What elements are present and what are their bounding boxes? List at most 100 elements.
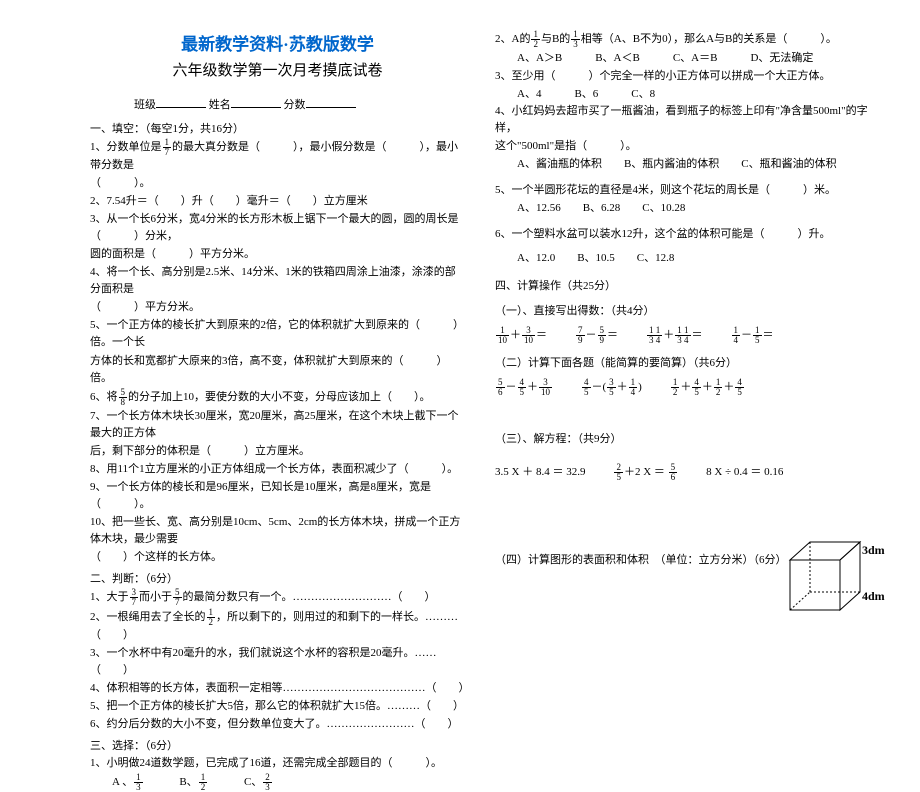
q3-6: 6、一个塑料水盆可以装水12升，这个盆的体积可能是（ ）升。 — [495, 226, 870, 243]
frac-d: 10 — [522, 336, 535, 345]
frac-d: 7 — [130, 598, 139, 607]
q1-3a: 3、从一个长6分米，宽4分米的长方形木板上锯下一个最大的圆，圆的周长是（ ）分米… — [90, 211, 465, 245]
frac-d: 3 — [134, 783, 143, 792]
frac-d: 10 — [539, 388, 552, 397]
frac-2-3a: 23 — [263, 773, 272, 792]
frac-n: 1 — [134, 773, 143, 783]
eq5: 56－45＋310 — [495, 378, 553, 397]
frac-d: 5 — [753, 336, 762, 345]
frac-d: 6 — [496, 388, 505, 397]
q2-2b: ，所以剩下的 — [216, 611, 282, 623]
q2-3: 3、一个水杯中有20毫升的水，我们就说这个水杯的容积是20毫升。……（ ） — [90, 645, 465, 679]
q1-10a: 10、把一些长、宽、高分别是10cm、5cm、2cm的长方体木块，拼成一个正方体… — [90, 514, 465, 548]
q1-3b: 圆的面积是（ ）平方分米。 — [90, 246, 465, 263]
q3-3-options: A、4 B、6 C、8 — [517, 86, 870, 104]
student-info: 班级 姓名 分数 — [90, 96, 465, 112]
blank-class — [156, 96, 206, 108]
frac-d: 2 — [207, 618, 216, 627]
q1-7b: 后，剩下部分的体积是（ ）立方厘米。 — [90, 443, 465, 460]
q3-2a: 2、A的 — [495, 33, 530, 45]
sec4-sub1: （一）、直接写出得数：（共4分） — [495, 303, 870, 320]
q3-2c: 相等（A、B不为0），那么A与B的关系是（ ）。 — [581, 33, 837, 45]
frac-d: 5 — [692, 388, 701, 397]
q2-2: 2、一根绳用去了全长的12，所以剩下的，则用过的和剩下的一样长。………（ ） — [90, 608, 465, 644]
eq1: 110＋310＝ — [495, 326, 547, 345]
dim-4dm: 4dm — [862, 589, 885, 603]
q2-1a: 1、大于 — [90, 591, 129, 603]
frac-d: 7 — [163, 148, 172, 157]
frac-5-8: 58 — [119, 388, 128, 407]
q1-6b: 的分子加上10，要使分数的大小不变，分母应该加上（ ）。 — [128, 391, 431, 403]
frac-d: 3 — [263, 783, 272, 792]
q2-6: 6、约分后分数的大小不变，但分数单位变大了。……………………（ ） — [90, 716, 465, 733]
q1-1c: （ ）。 — [90, 175, 465, 192]
q1-1: 1、分数单位是17的最大真分数是（ ），最小假分数是（ ），最小带分数是 — [90, 138, 465, 174]
section-1-heading: 一、填空：（每空1分，共16分） — [90, 120, 465, 136]
frac-d: 3 4 — [647, 336, 662, 345]
frac-d: 3 4 — [675, 336, 690, 345]
eq4: 14－15＝ — [731, 326, 774, 345]
frac-n: 1 — [199, 773, 208, 783]
label-class: 班级 — [134, 99, 156, 111]
q3-2-options: A、A＞B B、A＜B C、A＝B D、无法确定 — [517, 50, 870, 68]
eq7: 12＋45＋12＋45 — [670, 378, 745, 397]
q2-1b: 而小于 — [139, 591, 172, 603]
sec4-sub3: （三）、解方程：（共9分） — [495, 431, 870, 448]
q3-6-options: A、12.0 B、10.5 C、12.8 — [517, 250, 870, 268]
eq2: 79－59＝ — [575, 326, 618, 345]
frac-d: 10 — [496, 336, 509, 345]
q3-4-options: A、酱油瓶的体积 B、瓶内酱油的体积 C、瓶和酱油的体积 — [517, 156, 870, 174]
q2-4: 4、体积相等的长方体，表面积一定相等…………………………………（ ） — [90, 680, 465, 697]
calc-row-2: 56－45＋310 45－(35＋14) 12＋45＋12＋45 — [495, 378, 870, 397]
blank-score — [306, 96, 356, 108]
frac-d: 4 — [732, 336, 741, 345]
doc-title-1: 最新教学资料·苏教版数学 — [90, 30, 465, 55]
q1-5b: 方体的长和宽都扩大原来的3倍，高不变，体积就扩大到原来的（ ）倍。 — [90, 353, 465, 387]
q3-4a: 4、小红妈妈去超市买了一瓶酱油，看到瓶子的标签上印有"净含量500ml"的字样， — [495, 103, 870, 137]
dim-3dm: 3dm — [862, 543, 885, 557]
q1-2: 2、7.54升＝（ ）升（ ）毫升＝（ ）立方厘米 — [90, 193, 465, 210]
frac-d: 9 — [576, 336, 585, 345]
doc-title-2: 六年级数学第一次月考摸底试卷 — [90, 59, 465, 80]
frac-d: 4 — [629, 388, 638, 397]
q1-5a: 5、一个正方体的棱长扩大到原来的2倍，它的体积就扩大到原来的（ ）倍。一个长 — [90, 317, 465, 351]
q3-1: 1、小明做24道数学题，已完成了16道，还需完成全部题目的（ ）。 — [90, 755, 465, 772]
frac-1-2a: 12 — [207, 608, 216, 627]
cuboid-figure: 3dm 4dm — [780, 530, 890, 620]
q3-2b: 与B的 — [541, 33, 570, 45]
frac-d: 6 — [669, 473, 678, 482]
q1-1a: 1、分数单位是 — [90, 141, 162, 153]
q3-2: 2、A的12与B的13相等（A、B不为0），那么A与B的关系是（ ）。 — [495, 30, 870, 49]
frac-d: 2 — [714, 388, 723, 397]
q3-3: 3、至少用（ ）个完全一样的小正方体可以拼成一个大正方体。 — [495, 68, 870, 85]
q3-4b: 这个"500ml"是指（ ）。 — [495, 138, 870, 155]
frac-3-7: 37 — [130, 588, 139, 607]
q3-5: 5、一个半圆形花坛的直径是4米，则这个花坛的周长是（ ）米。 — [495, 182, 870, 199]
eq6: 45－(35＋14) — [581, 378, 642, 397]
frac-d: 5 — [735, 388, 744, 397]
calc-row-1: 110＋310＝ 79－59＝ 1 13 4＋1 13 4＝ 14－15＝ — [495, 326, 870, 345]
frac-d: 2 — [199, 783, 208, 792]
frac-n: 2 — [263, 773, 272, 783]
sec4-sub2: （二）计算下面各题（能简算的要简算）（共6分） — [495, 355, 870, 372]
frac-d: 5 — [614, 473, 623, 482]
frac-1-7: 17 — [163, 138, 172, 157]
frac-1-2c: 12 — [531, 30, 540, 49]
section-4-heading: 四、计算操作（共25分） — [495, 277, 870, 293]
frac-5-7: 57 — [173, 588, 182, 607]
q2-1c: 的最简分数只有一个。………………………（ ） — [183, 591, 436, 603]
eq3a: 3.5 X ＋ 8.4 ＝ 32.9 — [495, 463, 585, 482]
frac-1-3a: 13 — [134, 773, 143, 792]
eq3: 1 13 4＋1 13 4＝ — [646, 326, 703, 345]
q1-9: 9、一个长方体的棱长和是96厘米，已知长是10厘米，高是8厘米，宽是（ ）。 — [90, 479, 465, 513]
q1-6a: 6、将 — [90, 391, 118, 403]
frac-d: 3 — [571, 40, 580, 49]
q1-8: 8、用11个1立方厘米的小正方体组成一个长方体，表面积减少了（ ）。 — [90, 461, 465, 478]
frac-d: 9 — [598, 336, 607, 345]
opt-a: A 、 — [112, 776, 133, 788]
eq3b: 25＋2 X ＝ 56 — [613, 463, 678, 482]
blank-name — [231, 96, 281, 108]
solve-row: 3.5 X ＋ 8.4 ＝ 32.9 25＋2 X ＝ 56 8 X ÷ 0.4… — [495, 463, 870, 482]
q1-4a: 4、将一个长、高分别是2.5米、14分米、1米的铁箱四周涂上油漆，涂漆的部分面积… — [90, 264, 465, 298]
q1-6: 6、将58的分子加上10，要使分数的大小不变，分母应该加上（ ）。 — [90, 388, 465, 407]
